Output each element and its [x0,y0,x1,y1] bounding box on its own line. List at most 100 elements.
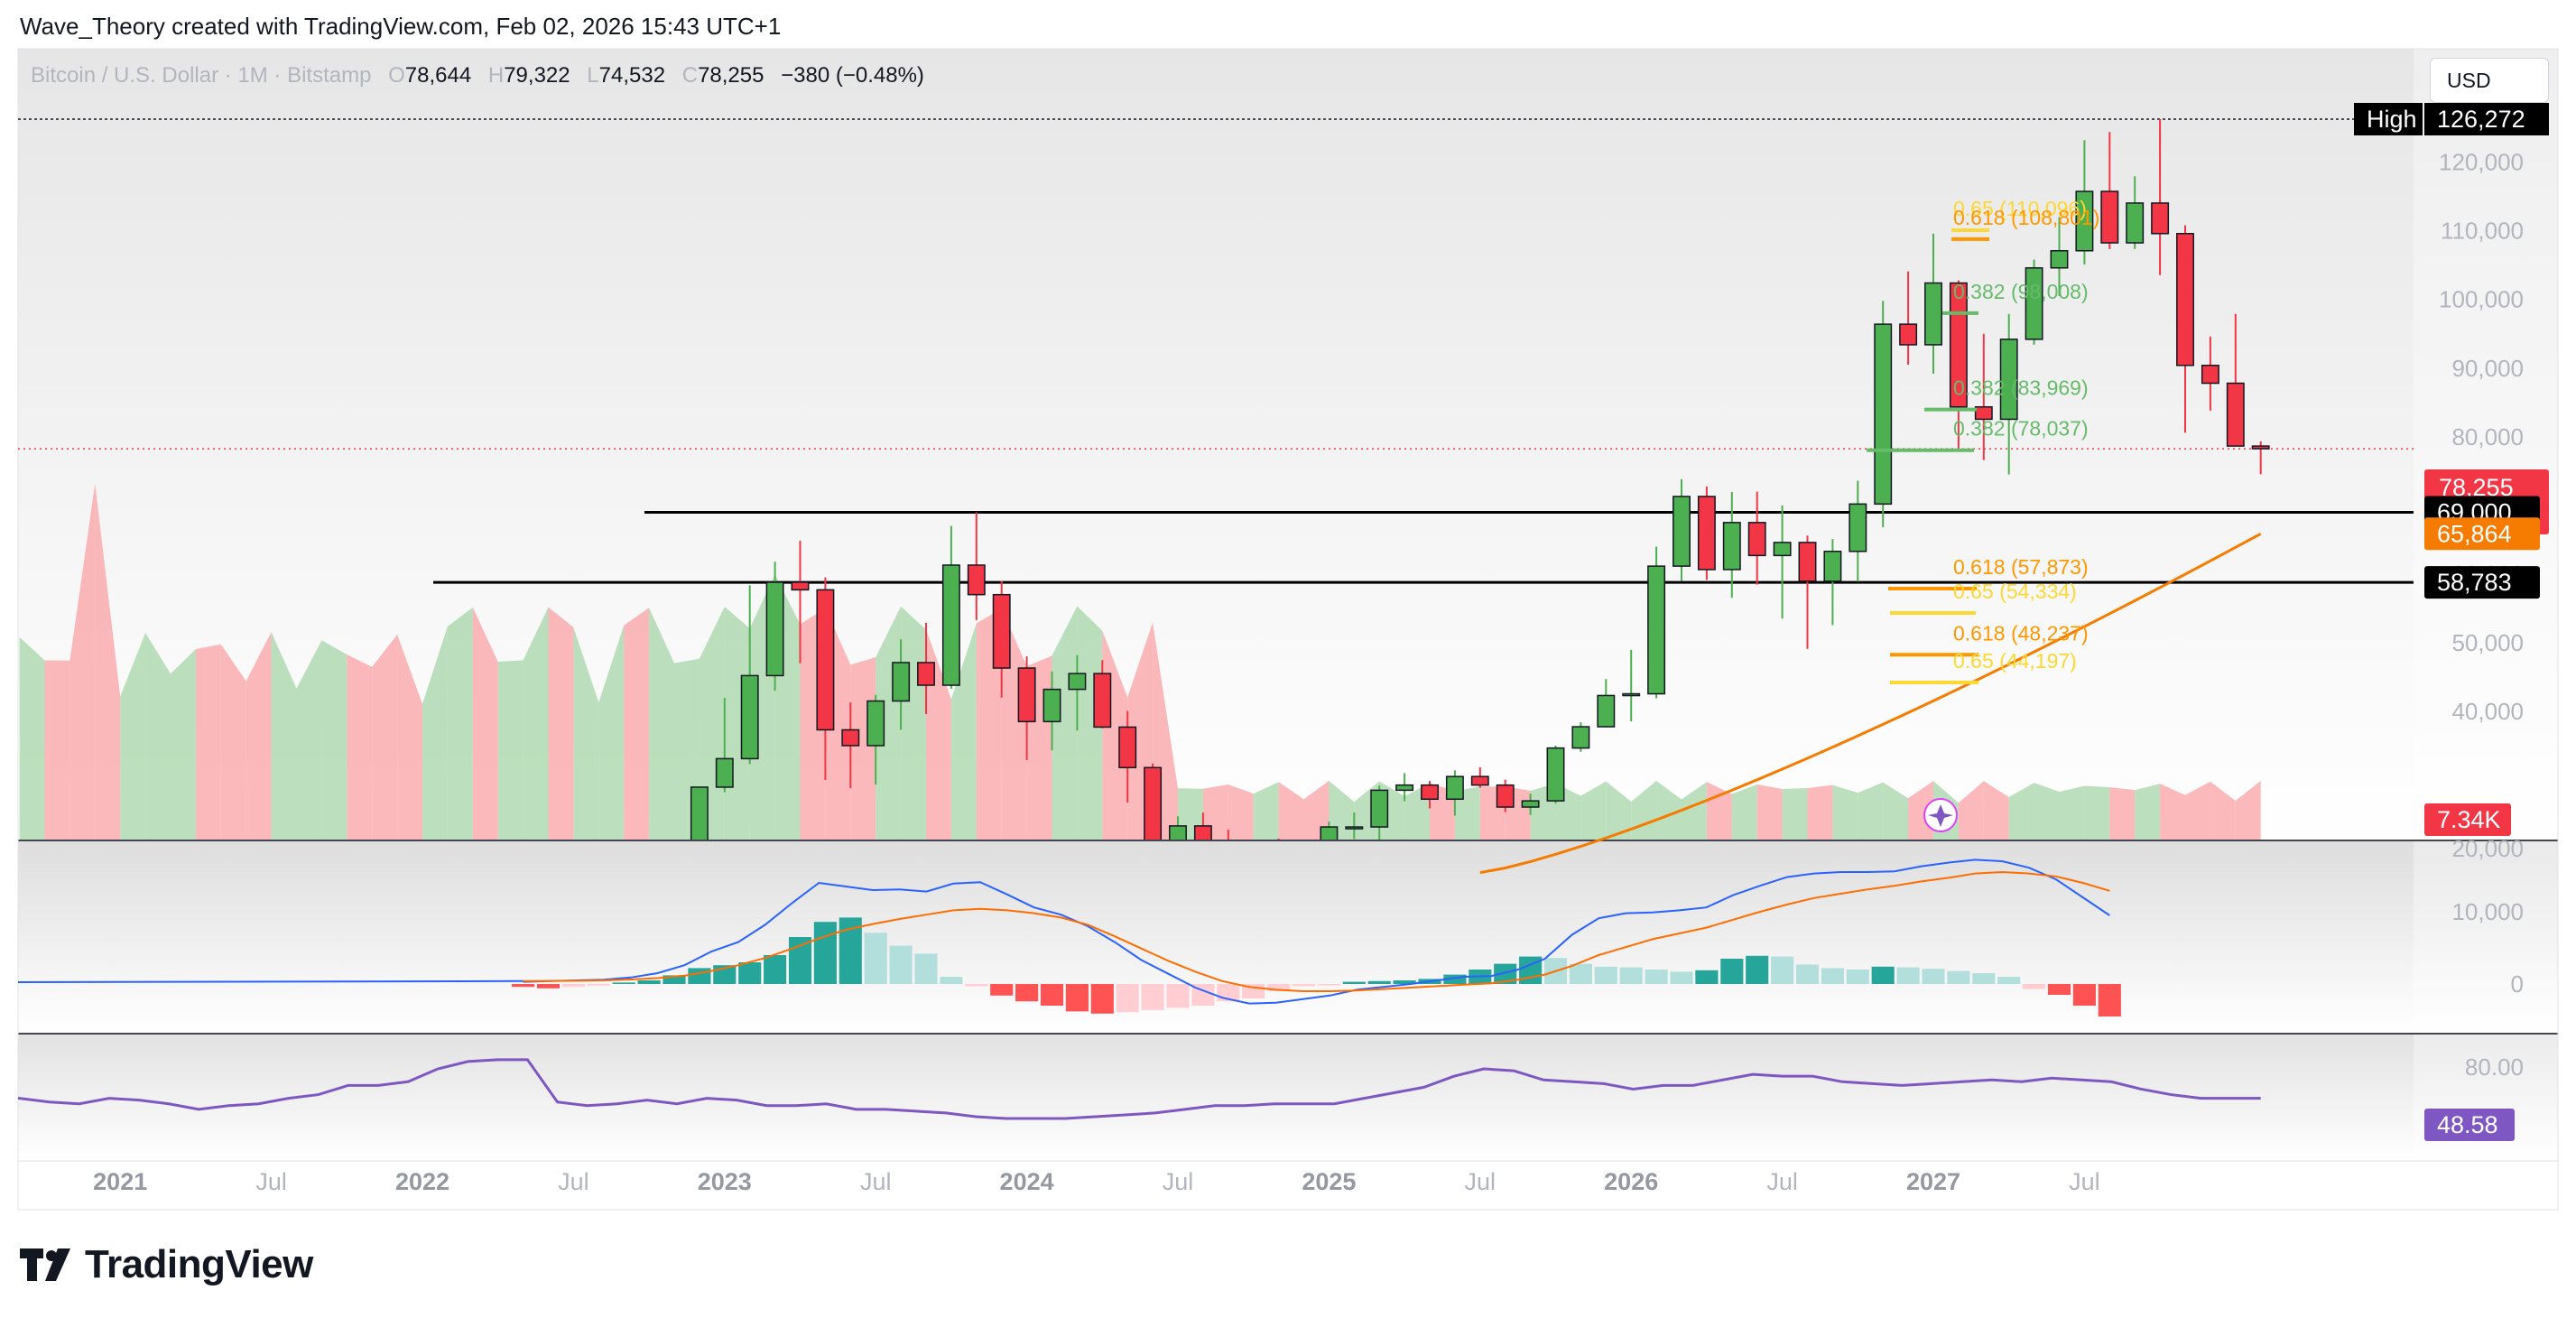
candle [1999,313,2018,475]
candle-body [2176,233,2194,367]
macd-histogram-bar [1771,956,1794,984]
volume-area [2210,781,2236,840]
fib-level-label: 0.65 (44,197) [1953,649,2077,673]
volume-area [1983,781,2009,840]
macd-histogram-bar [1166,984,1190,1008]
signal-line [523,870,2110,992]
volume-area [2008,783,2034,840]
time-tick-label: Jul [255,1168,287,1195]
candle-body [816,589,835,731]
volume-area [1278,782,1304,840]
fib-level-label: 0.382 (98,008) [1953,280,2089,303]
volume-area [120,633,146,840]
macd-histogram-bar [1116,984,1139,1013]
macd-histogram-bar [663,975,686,984]
high-value: 79,322 [504,63,570,88]
macd-histogram-bar [1317,984,1340,986]
candle-body [1496,784,1515,808]
volume-area [447,607,473,840]
fib-level-label: 0.65 (54,334) [1953,580,2077,603]
candle-body [1722,522,1741,571]
candle-body [1773,542,1792,557]
candle-body [1042,688,1061,723]
candle [690,786,709,840]
tradingview-logo[interactable]: TradingView [20,1242,313,1287]
currency-button[interactable]: USD [2430,58,2549,103]
volume-area [195,644,221,840]
candle [2251,441,2270,475]
macd-histogram-bar [1947,970,1970,984]
macd-histogram-bar [1972,973,1996,984]
candle-body [2100,190,2119,244]
price-tick-label: 80,000 [2451,423,2524,450]
candle [816,577,835,780]
candle-body [1546,747,1565,802]
candle-body [1571,726,1590,749]
volume-area [1782,787,1808,840]
macd-histogram-bar [1670,971,1693,984]
macd-histogram-bar [1393,980,1416,984]
candle [1622,649,1641,721]
volume-area [1631,781,1657,840]
volume-area [1756,784,1783,840]
macd-histogram-bar [1795,964,1820,984]
candle-body [1370,789,1389,828]
macd-histogram-bar [1594,966,1617,984]
change-value: −380 (−0.48%) [781,63,924,88]
candle [1227,830,1229,840]
macd-histogram-bar [864,933,887,984]
volume-area [1883,782,1909,840]
candle-body [765,581,784,677]
volume-area [397,634,422,840]
macd-histogram-bar [1367,980,1391,984]
candle-body [1521,800,1540,808]
price-scale[interactable] [2414,49,2558,1161]
low-label: L [587,63,599,88]
candle [992,580,1011,698]
volume-area [472,607,498,840]
candle [765,562,784,691]
rsi-tag: 48.58 [2437,1111,2498,1138]
volume-area [171,649,196,840]
sparkle-icon [1928,804,1953,827]
fib-level-label: 0.382 (83,969) [1953,376,2089,400]
volume-area [598,625,625,840]
volume-area [19,636,45,840]
candle-body [2226,382,2245,447]
candle [917,622,935,714]
candle [1496,779,1515,812]
candle [2025,259,2043,345]
candle [1320,821,1339,840]
candle-body [841,729,860,747]
volume-area [497,660,524,840]
ohlc-legend: Bitcoin / U.S. Dollar · 1M · Bitstamp O7… [31,63,924,88]
candle-body [2251,445,2270,450]
macd-histogram-bar [1443,974,1467,984]
time-tick-label: 2027 [1906,1168,1960,1195]
symbol-name[interactable]: Bitcoin / U.S. Dollar · 1M · Bitstamp [31,63,372,88]
fib-level-label: 0.618 (108,801) [1953,206,2099,229]
candle-body [1697,496,1716,571]
price-tick-label: 40,000 [2451,698,2524,725]
volume-area [1858,782,1884,840]
time-tick-label: 2023 [698,1168,752,1195]
volume-area [2084,785,2110,840]
candle-body [2201,364,2219,385]
volume-tag-bg [2424,803,2511,836]
macd-histogram-bar [536,984,561,988]
candle [1823,539,1842,626]
candle [1849,480,1867,582]
volume-area [1706,782,1732,840]
macd-histogram-bar [1015,984,1039,1002]
volume-area [2135,784,2161,840]
candle-body [715,757,734,788]
candle [791,540,810,664]
high-tag-value: 126,272 [2437,106,2525,133]
tradingview-logo-icon [20,1247,74,1283]
volume-area [1228,784,1254,840]
macd-tick-label: 0 [2511,970,2524,998]
price-tick-label: 120,000 [2439,149,2524,176]
candle [1445,770,1464,816]
macd-histogram-bar [764,955,787,984]
